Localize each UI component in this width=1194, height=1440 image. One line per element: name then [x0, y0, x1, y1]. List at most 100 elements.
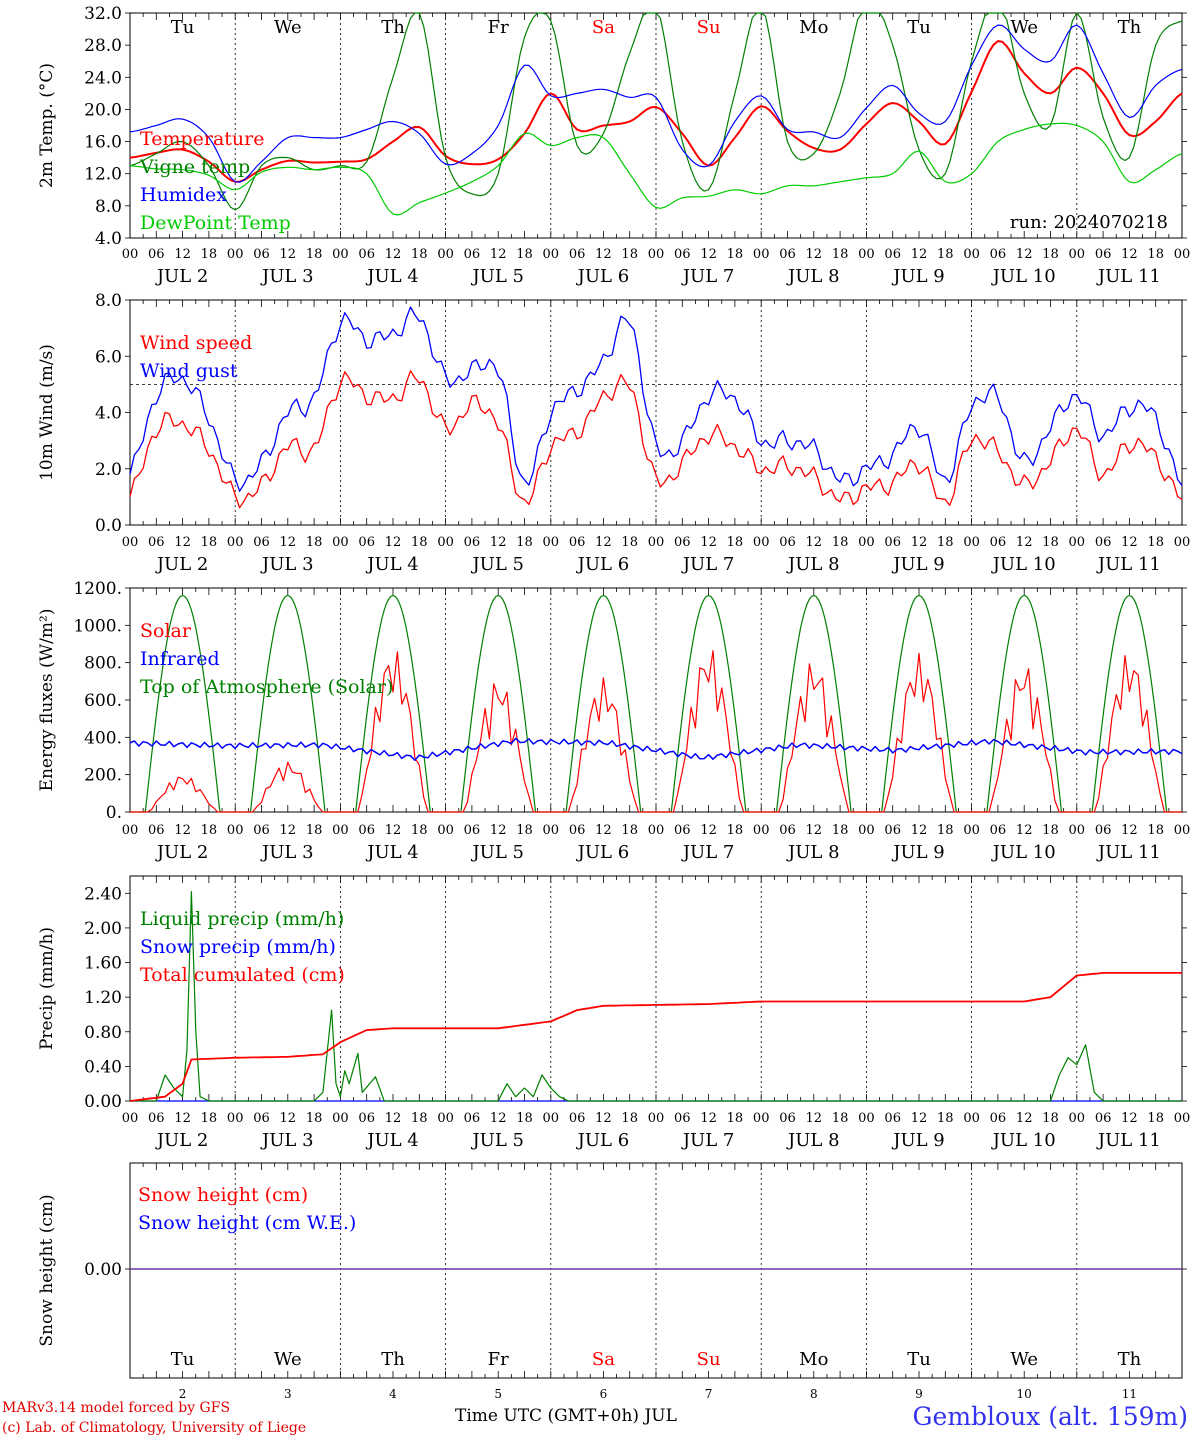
hour-label: 06 [779, 1111, 796, 1126]
hour-label: 06 [464, 823, 481, 838]
y-tick-label: 4.0 [95, 229, 122, 249]
series-dewpoint-temp [129, 122, 1183, 216]
day-label: JUL 8 [786, 842, 840, 863]
weekday-label-bottom: We [1010, 1349, 1038, 1370]
hour-label: 12 [490, 535, 507, 550]
hour-label: 00 [648, 1111, 665, 1126]
hour-label: 06 [674, 823, 691, 838]
day-label: JUL 4 [365, 1130, 419, 1151]
y-axis-label: Precip (mm/h) [37, 927, 57, 1050]
hour-label: 12 [174, 247, 191, 262]
hour-label: 18 [937, 823, 954, 838]
day-label: JUL 11 [1096, 554, 1161, 575]
weekday-label-bottom: Tu [907, 1349, 931, 1370]
hour-label: 06 [253, 535, 270, 550]
legend-entry: Snow height (cm) [138, 1184, 308, 1206]
hour-label: 12 [911, 823, 928, 838]
y-tick-label: 1.60 [84, 954, 122, 974]
hour-label: 06 [990, 823, 1007, 838]
hour-label: 06 [779, 247, 796, 262]
hour-label: 18 [727, 247, 744, 262]
y-tick-label: 32.0 [84, 4, 122, 24]
hour-label: 06 [464, 1111, 481, 1126]
hour-label: 18 [516, 1111, 533, 1126]
day-label: JUL 7 [681, 266, 735, 287]
hour-label: 18 [201, 1111, 218, 1126]
hour-label: 00 [332, 535, 349, 550]
hour-label: 06 [569, 1111, 586, 1126]
hour-label: 00 [437, 1111, 454, 1126]
hour-label: 06 [1095, 247, 1112, 262]
hour-label: 12 [595, 535, 612, 550]
hour-label: 12 [280, 535, 297, 550]
hour-label: 12 [174, 535, 191, 550]
hour-label: 12 [174, 823, 191, 838]
hour-label: 00 [963, 247, 980, 262]
y-tick-label: 0.00 [84, 1260, 122, 1280]
hour-label: 18 [306, 247, 323, 262]
hour-label: 00 [227, 823, 244, 838]
day-label: JUL 4 [365, 554, 419, 575]
weekday-label-bottom: Th [1118, 1349, 1142, 1370]
weekday-label: Su [697, 17, 721, 38]
hour-label: 18 [832, 247, 849, 262]
day-label: JUL 6 [576, 266, 630, 287]
weekday-label: Fr [488, 17, 509, 38]
day-number-label: 3 [284, 1387, 292, 1401]
legend-entry: Snow height (cm W.E.) [138, 1212, 356, 1234]
hour-label: 18 [727, 1111, 744, 1126]
hour-label: 12 [1121, 535, 1138, 550]
hour-label: 00 [963, 1111, 980, 1126]
hour-label: 06 [253, 247, 270, 262]
hour-label: 12 [700, 823, 717, 838]
y-axis-label: Energy fluxes (W/m²) [37, 609, 57, 792]
y-tick-label: 16.0 [84, 133, 122, 153]
series-total-cumulated [129, 972, 1182, 1102]
hour-label: 00 [332, 823, 349, 838]
hour-label: 12 [385, 247, 402, 262]
weekday-label: We [274, 17, 302, 38]
hour-label: 00 [648, 823, 665, 838]
hour-label: 18 [1042, 1111, 1059, 1126]
hour-label: 00 [543, 1111, 560, 1126]
hour-label: 06 [674, 247, 691, 262]
hour-label: 06 [779, 535, 796, 550]
day-label: JUL 2 [155, 554, 209, 575]
y-tick-label: 24.0 [84, 68, 122, 88]
hour-label: 00 [122, 247, 139, 262]
day-label: JUL 10 [991, 266, 1056, 287]
legend-entry: Total cumulated (cm) [140, 964, 345, 986]
station-name: Gembloux (alt. 159m) [912, 1402, 1188, 1431]
hour-label: 12 [595, 247, 612, 262]
day-label: JUL 11 [1096, 842, 1161, 863]
hour-label: 12 [385, 1111, 402, 1126]
y-tick-label: 0.00 [84, 1092, 122, 1112]
day-label: JUL 9 [891, 842, 945, 863]
hour-label: 00 [227, 535, 244, 550]
hour-label: 12 [911, 535, 928, 550]
hour-label: 12 [1016, 1111, 1033, 1126]
hour-label: 06 [779, 823, 796, 838]
hour-label: 00 [122, 535, 139, 550]
y-axis-label: Snow height (cm) [37, 1194, 57, 1346]
day-label: JUL 9 [891, 554, 945, 575]
day-label: JUL 7 [681, 842, 735, 863]
hour-label: 06 [148, 823, 165, 838]
hour-label: 00 [858, 247, 875, 262]
hour-label: 12 [280, 823, 297, 838]
hour-label: 12 [1016, 823, 1033, 838]
weekday-label: Mo [799, 17, 828, 38]
hour-label: 18 [832, 535, 849, 550]
day-label: JUL 9 [891, 1130, 945, 1151]
hour-label: 00 [543, 247, 560, 262]
hour-label: 18 [1042, 535, 1059, 550]
day-label: JUL 10 [991, 1130, 1056, 1151]
hour-label: 00 [1069, 247, 1086, 262]
hour-label: 18 [516, 247, 533, 262]
day-label: JUL 8 [786, 554, 840, 575]
hour-label: 06 [1095, 823, 1112, 838]
hour-label: 06 [358, 247, 375, 262]
weekday-label: Tu [907, 17, 931, 38]
hour-label: 12 [490, 823, 507, 838]
